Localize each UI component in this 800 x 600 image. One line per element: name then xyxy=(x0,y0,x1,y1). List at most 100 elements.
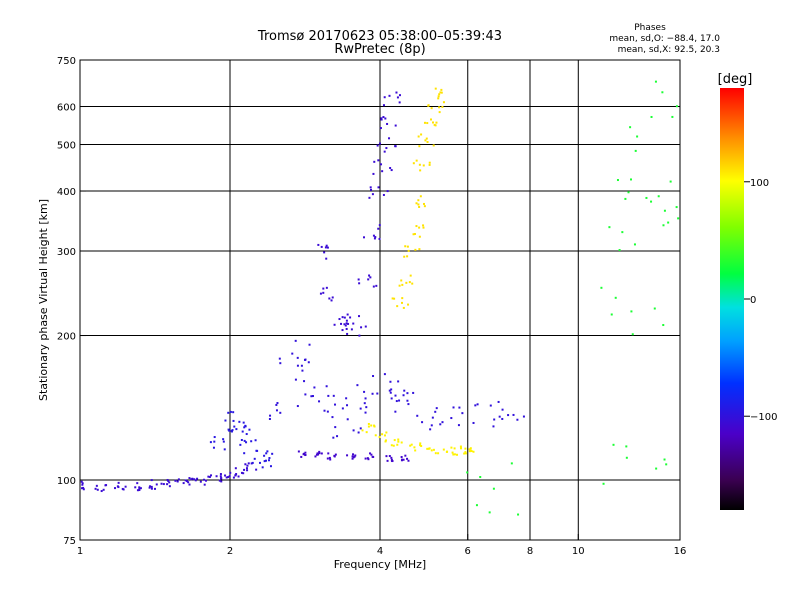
echo-point xyxy=(384,439,387,442)
echo-point xyxy=(264,459,267,462)
echo-point xyxy=(245,467,248,470)
echo-point xyxy=(468,450,471,453)
echo-point xyxy=(266,450,269,453)
echo-point xyxy=(138,487,141,490)
echo-point xyxy=(456,453,459,456)
echo-point xyxy=(359,407,362,410)
echo-point xyxy=(331,296,334,299)
echo-point xyxy=(370,188,373,191)
echo-point xyxy=(395,400,398,403)
echo-point xyxy=(435,407,438,410)
echo-point xyxy=(403,255,406,258)
echo-point xyxy=(376,392,379,395)
colorbar-tick-label: 100 xyxy=(750,178,769,189)
echo-point xyxy=(232,411,235,414)
echo-point xyxy=(316,453,319,456)
y-tick-label: 600 xyxy=(57,103,76,114)
echo-point xyxy=(338,318,341,321)
echo-point xyxy=(345,397,348,400)
echo-point xyxy=(417,199,420,202)
echo-point xyxy=(368,274,371,277)
echo-point xyxy=(367,422,370,425)
echo-point xyxy=(380,118,383,121)
echo-point xyxy=(650,200,653,203)
echo-point xyxy=(406,255,409,258)
echo-point xyxy=(247,462,250,465)
echo-point xyxy=(261,466,264,469)
echo-point xyxy=(136,489,139,492)
echo-point xyxy=(446,450,449,453)
echo-point xyxy=(351,457,354,460)
echo-point xyxy=(406,457,409,460)
echo-point xyxy=(255,468,258,471)
echo-point xyxy=(243,439,246,442)
echo-point xyxy=(245,433,248,436)
echo-point xyxy=(653,307,656,310)
echo-point xyxy=(415,159,418,162)
echo-point xyxy=(203,483,206,486)
y-tick-label: 300 xyxy=(57,247,76,258)
echo-point xyxy=(390,458,393,461)
echo-point xyxy=(390,444,393,447)
echo-point xyxy=(370,424,373,427)
echo-point xyxy=(453,453,456,456)
echo-point xyxy=(451,451,454,454)
echo-point xyxy=(234,474,237,477)
echo-point xyxy=(220,480,223,483)
echo-point xyxy=(419,195,422,198)
echo-point xyxy=(369,276,372,279)
echo-point xyxy=(243,426,246,429)
echo-point xyxy=(153,487,156,490)
echo-point xyxy=(671,115,674,118)
echo-point xyxy=(358,334,361,337)
chart-title: Tromsø 20170623 05:38:00–05:39:43 xyxy=(257,29,502,44)
echo-point xyxy=(386,459,389,462)
echo-point xyxy=(371,392,374,395)
echo-point xyxy=(365,406,368,409)
echo-point xyxy=(117,481,120,484)
echo-point xyxy=(246,464,249,467)
echo-point xyxy=(427,447,430,450)
echo-point xyxy=(340,322,343,325)
echo-point xyxy=(363,390,366,393)
echo-point xyxy=(136,482,139,485)
echo-point xyxy=(325,286,328,289)
echo-point xyxy=(472,421,475,424)
echo-point xyxy=(302,453,305,456)
colorbar-tick-label: −100 xyxy=(750,412,777,423)
echo-point xyxy=(440,91,443,94)
echo-point xyxy=(390,397,393,400)
echo-point xyxy=(177,478,180,481)
echo-point xyxy=(393,297,396,300)
echo-point xyxy=(244,463,247,466)
echo-point xyxy=(193,478,196,481)
colorbar-tick-label: 0 xyxy=(750,295,756,306)
echo-point xyxy=(373,424,376,427)
echo-point xyxy=(510,462,513,465)
echo-point xyxy=(251,461,254,464)
echo-point xyxy=(512,413,515,416)
colorbar-gradient xyxy=(720,88,744,510)
echo-point xyxy=(168,481,171,484)
echo-point xyxy=(296,405,299,408)
echo-point xyxy=(279,411,282,414)
echo-point xyxy=(184,479,187,482)
echo-point xyxy=(320,245,323,248)
echo-point xyxy=(327,394,330,397)
echo-point xyxy=(100,490,103,493)
echo-point xyxy=(463,452,466,455)
echo-point xyxy=(350,328,353,331)
echo-point xyxy=(378,237,381,240)
echo-point xyxy=(464,452,467,455)
echo-point xyxy=(457,424,460,427)
echo-point xyxy=(325,257,328,260)
echo-point xyxy=(116,485,119,488)
echo-point xyxy=(665,463,668,466)
echo-point xyxy=(354,454,357,457)
echo-point xyxy=(367,278,370,281)
echo-point xyxy=(403,389,406,392)
echo-point xyxy=(149,485,152,488)
echo-point xyxy=(94,487,97,490)
echo-point xyxy=(616,179,619,182)
